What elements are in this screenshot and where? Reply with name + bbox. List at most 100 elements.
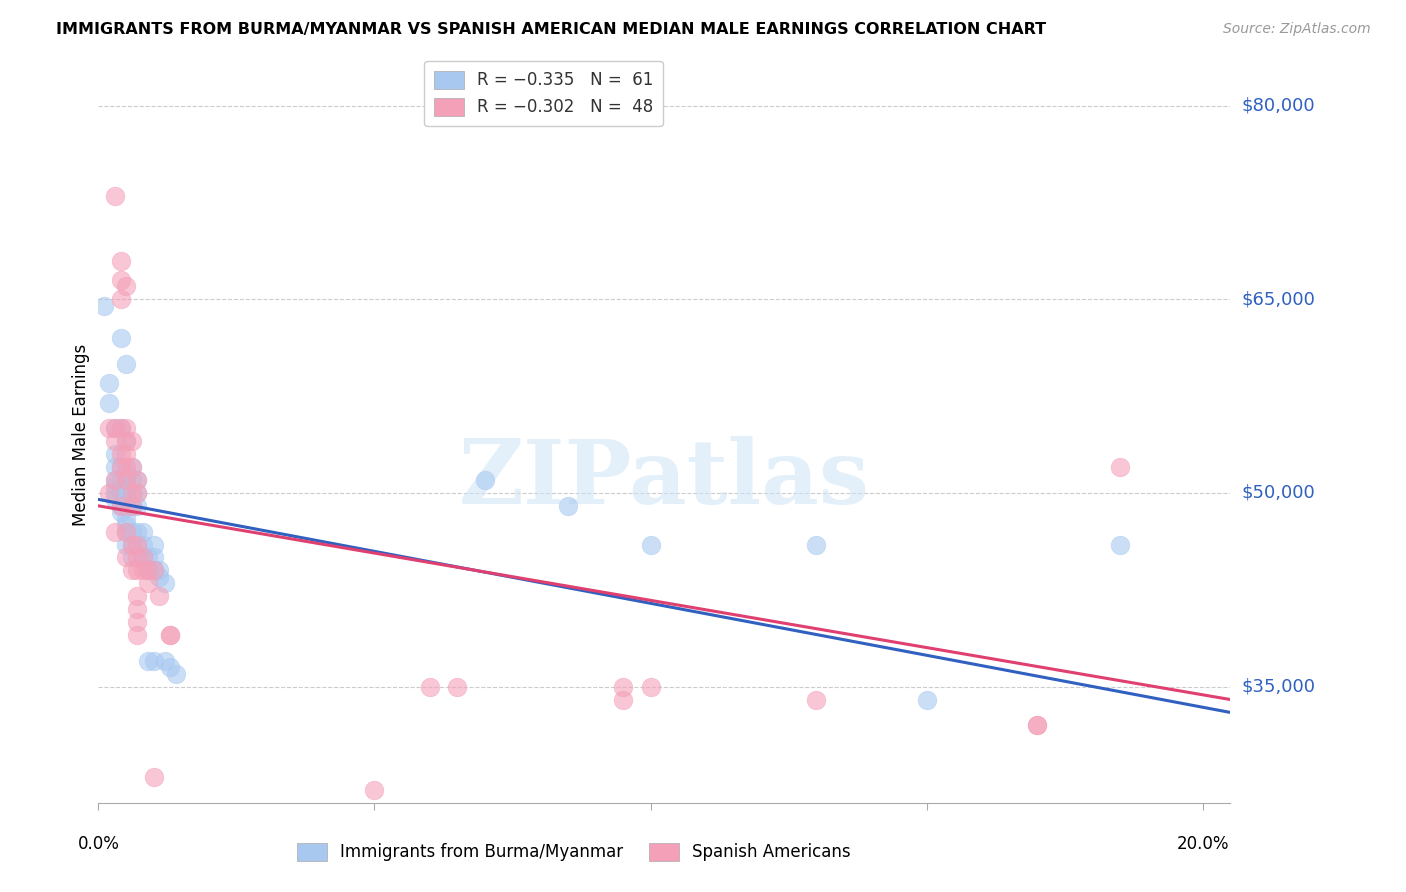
Point: [136, 654, 159, 668]
Point: [104, 486, 127, 500]
Point: [148, 570, 170, 584]
Point: [110, 499, 132, 513]
Point: [110, 253, 132, 268]
Point: [110, 421, 132, 435]
Point: [125, 602, 148, 616]
Point: [121, 524, 143, 539]
Point: [125, 473, 148, 487]
Point: [110, 499, 132, 513]
Point: [557, 499, 579, 513]
Point: [125, 550, 148, 565]
Point: [121, 563, 143, 577]
Point: [419, 680, 441, 694]
Point: [110, 273, 132, 287]
Point: [148, 589, 170, 603]
Point: [125, 486, 148, 500]
Point: [131, 550, 153, 565]
Point: [121, 473, 143, 487]
Point: [110, 505, 132, 519]
Point: [121, 460, 143, 475]
Point: [121, 434, 143, 449]
Point: [121, 499, 143, 513]
Point: [142, 563, 165, 577]
Point: [104, 479, 127, 493]
Point: [1026, 718, 1049, 732]
Point: [110, 486, 132, 500]
Point: [115, 434, 138, 449]
Point: [159, 660, 181, 674]
Point: [125, 524, 148, 539]
Legend: Immigrants from Burma/Myanmar, Spanish Americans: Immigrants from Burma/Myanmar, Spanish A…: [291, 836, 858, 868]
Point: [104, 434, 127, 449]
Point: [121, 460, 143, 475]
Point: [446, 680, 468, 694]
Point: [115, 434, 138, 449]
Point: [131, 524, 153, 539]
Point: [159, 628, 181, 642]
Point: [131, 563, 153, 577]
Point: [104, 447, 127, 461]
Point: [98, 486, 121, 500]
Point: [115, 524, 138, 539]
Point: [125, 615, 148, 629]
Point: [104, 421, 127, 435]
Point: [115, 421, 138, 435]
Point: [115, 357, 138, 371]
Point: [142, 563, 165, 577]
Point: [115, 473, 138, 487]
Point: [125, 538, 148, 552]
Point: [136, 563, 159, 577]
Point: [125, 473, 148, 487]
Point: [98, 395, 121, 409]
Point: [115, 524, 138, 539]
Text: IMMIGRANTS FROM BURMA/MYANMAR VS SPANISH AMERICAN MEDIAN MALE EARNINGS CORRELATI: IMMIGRANTS FROM BURMA/MYANMAR VS SPANISH…: [56, 22, 1046, 37]
Point: [121, 550, 143, 565]
Point: [115, 486, 138, 500]
Point: [804, 538, 827, 552]
Point: [104, 473, 127, 487]
Point: [104, 492, 127, 507]
Point: [148, 563, 170, 577]
Point: [474, 473, 496, 487]
Point: [115, 512, 138, 526]
Point: [104, 473, 127, 487]
Point: [1108, 538, 1130, 552]
Point: [110, 421, 132, 435]
Point: [93, 299, 115, 313]
Point: [121, 538, 143, 552]
Point: [115, 467, 138, 481]
Point: [142, 654, 165, 668]
Point: [640, 680, 662, 694]
Point: [136, 563, 159, 577]
Point: [110, 460, 132, 475]
Point: [110, 447, 132, 461]
Point: [153, 654, 176, 668]
Text: $50,000: $50,000: [1241, 484, 1315, 502]
Point: [98, 421, 121, 435]
Y-axis label: Median Male Earnings: Median Male Earnings: [72, 343, 90, 526]
Point: [115, 538, 138, 552]
Point: [104, 460, 127, 475]
Point: [104, 524, 127, 539]
Point: [121, 486, 143, 500]
Point: [115, 279, 138, 293]
Point: [142, 550, 165, 565]
Point: [165, 666, 187, 681]
Text: $35,000: $35,000: [1241, 678, 1316, 696]
Point: [125, 499, 148, 513]
Text: 0.0%: 0.0%: [77, 835, 120, 853]
Point: [915, 692, 938, 706]
Point: [115, 447, 138, 461]
Point: [1026, 718, 1049, 732]
Point: [110, 331, 132, 345]
Point: [1108, 460, 1130, 475]
Point: [142, 770, 165, 784]
Point: [121, 486, 143, 500]
Point: [115, 518, 138, 533]
Point: [125, 628, 148, 642]
Text: $65,000: $65,000: [1241, 290, 1315, 309]
Point: [136, 576, 159, 591]
Point: [125, 563, 148, 577]
Point: [125, 589, 148, 603]
Point: [131, 538, 153, 552]
